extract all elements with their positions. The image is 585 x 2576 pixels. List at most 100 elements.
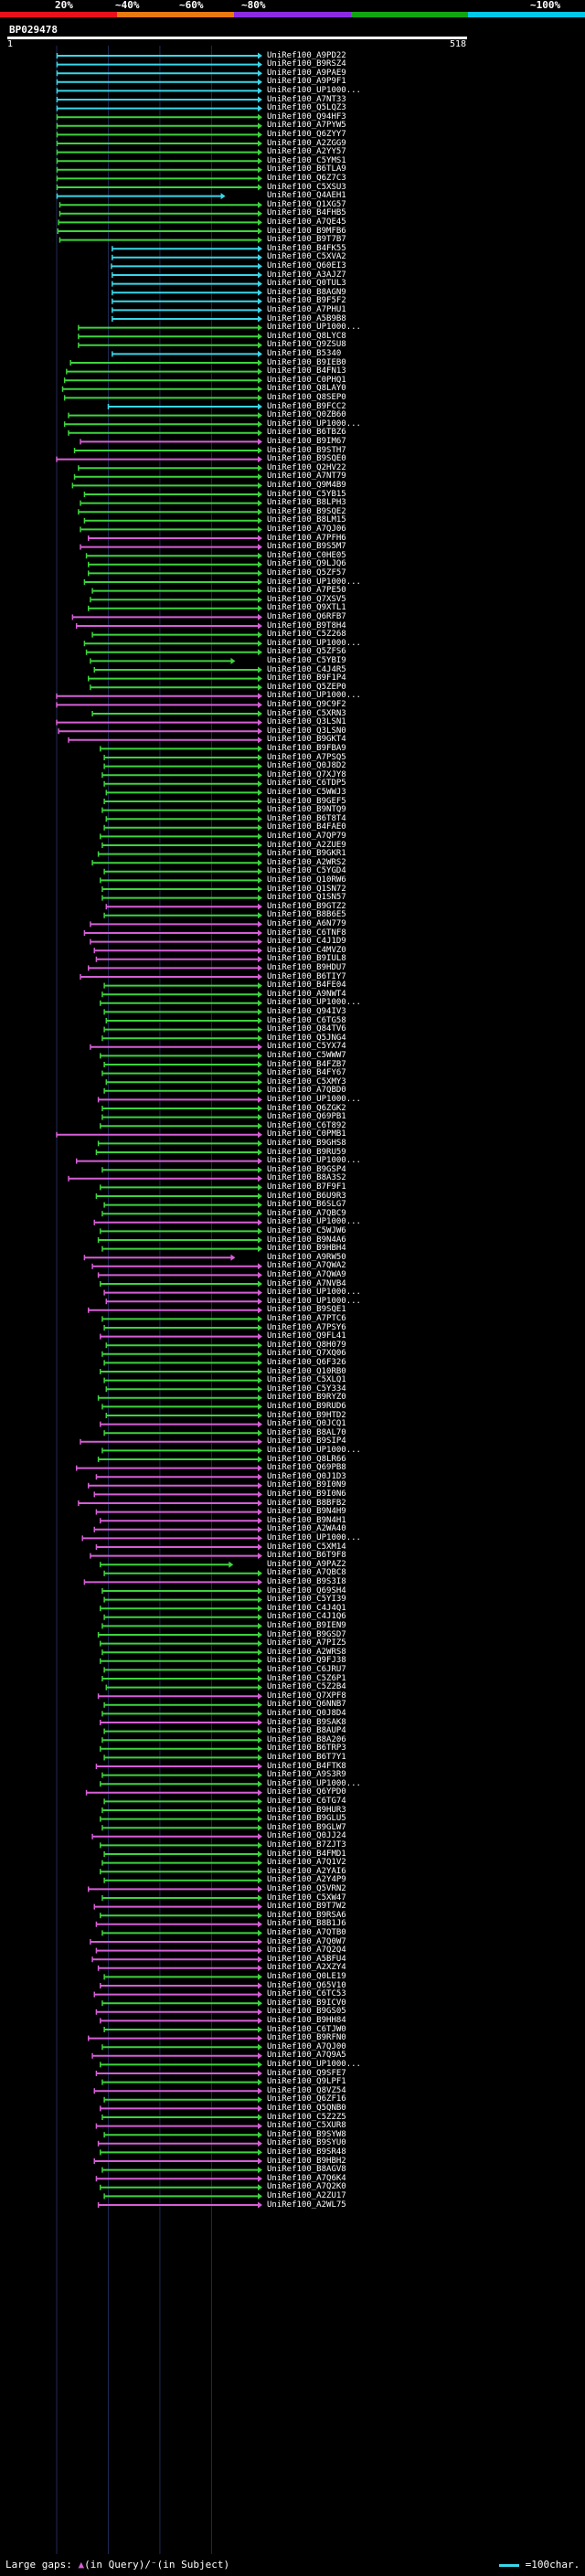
hit-bar[interactable]: [83, 517, 262, 525]
hit-bar[interactable]: [103, 2192, 262, 2200]
hit-label[interactable]: UniRef100_Q0J1D3: [267, 1471, 346, 1481]
hit-label[interactable]: UniRef100_B9SAK8: [267, 1717, 346, 1727]
hit-label[interactable]: UniRef100_C5XLQ1: [267, 1375, 346, 1385]
hit-bar[interactable]: [75, 1465, 262, 1472]
hit-bar[interactable]: [56, 61, 262, 69]
hit-label[interactable]: UniRef100_UP1000...: [267, 1288, 361, 1298]
hit-label[interactable]: UniRef100_A7QJ00: [267, 2041, 346, 2051]
hit-bar[interactable]: [101, 771, 262, 779]
hit-bar[interactable]: [80, 1438, 262, 1446]
hit-label[interactable]: UniRef100_UP1000...: [267, 1156, 361, 1166]
hit-bar[interactable]: [103, 868, 262, 875]
hit-label[interactable]: UniRef100_B8LPH3: [267, 498, 346, 508]
hit-bar[interactable]: [103, 1728, 262, 1735]
hit-bar[interactable]: [101, 1894, 262, 1902]
hit-label[interactable]: UniRef100_B6TIY7: [267, 971, 346, 981]
hit-bar[interactable]: [103, 912, 262, 919]
hit-bar[interactable]: [100, 1421, 262, 1428]
hit-bar[interactable]: [93, 1526, 262, 1533]
hit-bar[interactable]: [93, 1991, 262, 1998]
hit-bar[interactable]: [95, 1149, 262, 1156]
hit-bar[interactable]: [103, 1877, 262, 1884]
hit-bar[interactable]: [100, 2184, 262, 2191]
hit-label[interactable]: UniRef100_B4FTK8: [267, 1761, 346, 1771]
hit-label[interactable]: UniRef100_UP1000...: [267, 577, 361, 587]
hit-bar[interactable]: [68, 1175, 262, 1182]
hit-label[interactable]: UniRef100_B9STH7: [267, 445, 346, 455]
hit-label[interactable]: UniRef100_UP1000...: [267, 1778, 361, 1788]
hit-bar[interactable]: [103, 1324, 262, 1331]
hit-label[interactable]: UniRef100_A9P9F1: [267, 77, 346, 87]
hit-label[interactable]: UniRef100_A7NT33: [267, 94, 346, 104]
hit-label[interactable]: UniRef100_B9HBH4: [267, 1244, 346, 1254]
hit-label[interactable]: UniRef100_C0PHQ1: [267, 375, 346, 385]
hit-label[interactable]: UniRef100_B9GSP4: [267, 1164, 346, 1174]
hit-bar[interactable]: [78, 342, 262, 349]
hit-bar[interactable]: [83, 1254, 236, 1261]
hit-bar[interactable]: [101, 1070, 262, 1077]
hit-label[interactable]: UniRef100_A7PE50: [267, 586, 346, 596]
hit-label[interactable]: UniRef100_C6JRU7: [267, 1664, 346, 1674]
hit-bar[interactable]: [103, 982, 262, 990]
hit-bar[interactable]: [87, 964, 262, 971]
hit-bar[interactable]: [68, 737, 262, 744]
hit-label[interactable]: UniRef100_A9PAZ2: [267, 1559, 346, 1569]
hit-bar[interactable]: [87, 1307, 262, 1314]
hit-label[interactable]: UniRef100_UP1000...: [267, 1217, 361, 1227]
hit-label[interactable]: UniRef100_Q6Z7C3: [267, 173, 346, 183]
hit-label[interactable]: UniRef100_A2Y4P9: [267, 1875, 346, 1885]
hit-bar[interactable]: [103, 798, 262, 805]
hit-label[interactable]: UniRef100_UP1000...: [267, 85, 361, 95]
hit-bar[interactable]: [100, 2061, 262, 2068]
hit-label[interactable]: UniRef100_B9IEB0: [267, 357, 346, 367]
hit-label[interactable]: UniRef100_A7NT79: [267, 472, 346, 482]
hit-bar[interactable]: [100, 1000, 262, 1007]
hit-label[interactable]: UniRef100_B9MFB6: [267, 226, 346, 236]
hit-label[interactable]: UniRef100_Q5QNB0: [267, 2103, 346, 2113]
hit-label[interactable]: UniRef100_A7QTB0: [267, 1927, 346, 1937]
hit-bar[interactable]: [101, 1622, 262, 1629]
hit-label[interactable]: UniRef100_Q69PB8: [267, 1463, 346, 1473]
hit-bar[interactable]: [90, 657, 236, 664]
hit-label[interactable]: UniRef100_C5Z2Z5: [267, 2112, 346, 2122]
hit-label[interactable]: UniRef100_C4J4Q1: [267, 1603, 346, 1613]
hit-label[interactable]: UniRef100_A7QE45: [267, 217, 346, 227]
hit-bar[interactable]: [101, 1807, 262, 1814]
hit-bar[interactable]: [95, 1509, 262, 1516]
hit-bar[interactable]: [103, 1701, 262, 1709]
hit-label[interactable]: UniRef100_A7Q1V2: [267, 1858, 346, 1868]
hit-bar[interactable]: [105, 1298, 262, 1305]
hit-label[interactable]: UniRef100_UP1000...: [267, 1445, 361, 1455]
hit-bar[interactable]: [103, 1202, 262, 1209]
hit-bar[interactable]: [90, 1553, 262, 1560]
hit-bar[interactable]: [105, 1341, 262, 1349]
hit-bar[interactable]: [95, 956, 262, 963]
hit-label[interactable]: UniRef100_B6TRP3: [267, 1744, 346, 1754]
hit-label[interactable]: UniRef100_Q69PB1: [267, 1112, 346, 1122]
hit-label[interactable]: UniRef100_A7QBC8: [267, 1568, 346, 1578]
hit-label[interactable]: UniRef100_A6N779: [267, 918, 346, 928]
hit-label[interactable]: UniRef100_B9FCC2: [267, 401, 346, 411]
hit-label[interactable]: UniRef100_B9T7W2: [267, 1902, 346, 1912]
hit-bar[interactable]: [93, 1490, 262, 1498]
hit-bar[interactable]: [66, 368, 262, 376]
hit-bar[interactable]: [103, 1026, 262, 1034]
hit-label[interactable]: UniRef100_A9S3R9: [267, 1770, 346, 1780]
hit-bar[interactable]: [101, 1246, 262, 1253]
hit-label[interactable]: UniRef100_A7PHU1: [267, 304, 346, 314]
hit-bar[interactable]: [68, 429, 262, 437]
hit-bar[interactable]: [100, 1640, 262, 1648]
hit-label[interactable]: UniRef100_Q0J8D2: [267, 761, 346, 771]
hit-bar[interactable]: [91, 1956, 262, 1963]
hit-label[interactable]: UniRef100_B7F9F1: [267, 1182, 346, 1192]
hit-bar[interactable]: [101, 1403, 262, 1410]
hit-bar[interactable]: [90, 938, 262, 946]
hit-bar[interactable]: [101, 1860, 262, 1867]
hit-bar[interactable]: [61, 386, 262, 393]
hit-label[interactable]: UniRef100_A9PAE9: [267, 68, 346, 78]
hit-label[interactable]: UniRef100_A7QWA2: [267, 1261, 346, 1271]
hit-bar[interactable]: [97, 1965, 262, 1972]
hit-label[interactable]: UniRef100_B9SQE2: [267, 506, 346, 516]
hit-bar[interactable]: [75, 1158, 262, 1165]
hit-bar[interactable]: [93, 2087, 262, 2094]
